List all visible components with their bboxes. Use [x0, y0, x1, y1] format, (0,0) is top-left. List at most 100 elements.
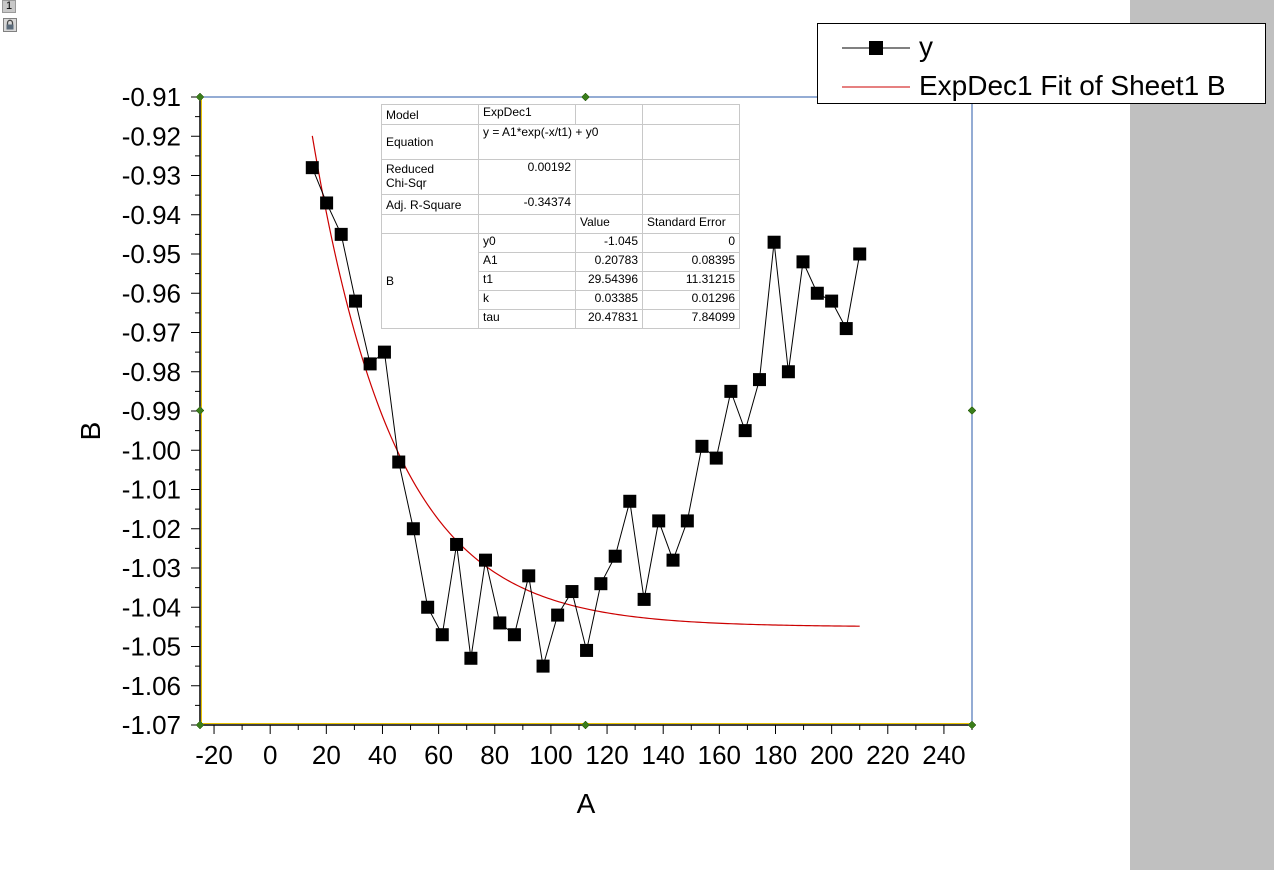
x-tick-label: -20 [195, 740, 233, 770]
y-tick-label: -0.91 [122, 82, 181, 112]
y-tick-label: -1.00 [122, 435, 181, 465]
chart: -20 0 20 40 60 80 100 120 140 160 180 200 220 240 -0.… [75, 82, 977, 819]
resize-handle[interactable] [195, 92, 205, 102]
param-name: y0 [478, 233, 576, 253]
adjr2-value: -0.34374 [478, 194, 576, 215]
selection-handles[interactable] [195, 92, 977, 730]
data-point [709, 451, 723, 465]
data-point [767, 235, 781, 249]
y-tick-label: -0.99 [122, 396, 181, 426]
x-tick-label: 240 [922, 740, 965, 770]
data-point [305, 161, 319, 175]
data-point [738, 424, 752, 438]
param-value: 29.54396 [575, 271, 643, 291]
data-point [839, 322, 853, 336]
chisq-label-line1: Reduced [386, 162, 435, 176]
y-tick-label: -1.06 [122, 671, 181, 701]
param-value: 0.20783 [575, 252, 643, 272]
legend-square-marker [869, 41, 883, 55]
resize-handle[interactable] [581, 720, 590, 730]
x-tick-label: 200 [810, 740, 853, 770]
model-value: ExpDec1 [478, 104, 576, 125]
y-tick-label: -0.94 [122, 200, 181, 230]
data-point [363, 357, 377, 371]
data-point [392, 455, 406, 469]
data-point [680, 514, 694, 528]
param-name: A1 [478, 252, 576, 272]
data-point [507, 628, 521, 642]
y-tick-label: -1.05 [122, 632, 181, 662]
layer-tab[interactable]: 1 [2, 0, 16, 13]
x-tick-label: 180 [754, 740, 797, 770]
y-tick-label: -0.96 [122, 278, 181, 308]
x-tick-label: 60 [424, 740, 453, 770]
resize-handle[interactable] [195, 720, 205, 730]
y-tick-label: -0.95 [122, 239, 181, 269]
param-error: 0.08395 [642, 252, 740, 272]
equation-value: y = A1*exp(-x/t1) + y0 [478, 124, 643, 160]
x-axis-title: A [577, 788, 596, 819]
error-column-header: Standard Error [642, 214, 740, 234]
param-error: 11.31215 [642, 271, 740, 291]
y-tick-label: -1.04 [122, 592, 181, 622]
data-point [421, 600, 435, 614]
data-point [349, 294, 363, 308]
data-point [334, 227, 348, 241]
data-point [637, 592, 651, 606]
data-point [666, 553, 680, 567]
empty-cell [575, 194, 643, 215]
param-name: k [478, 290, 576, 310]
data-point [810, 286, 824, 300]
adjr2-label: Adj. R-Square [381, 194, 479, 215]
data-point [522, 569, 536, 583]
param-error: 0.01296 [642, 290, 740, 310]
x-tick-label: 80 [480, 740, 509, 770]
resize-handle[interactable] [581, 92, 590, 102]
chisq-label-line2: Chi-Sqr [386, 176, 427, 190]
empty-cell [575, 159, 643, 195]
empty-cell [478, 214, 576, 234]
x-tick-label: 120 [585, 740, 628, 770]
x-tick-label: 140 [642, 740, 685, 770]
data-point [320, 196, 334, 210]
param-name: tau [478, 309, 576, 329]
data-point [853, 247, 867, 261]
chisq-value: 0.00192 [478, 159, 576, 195]
y-tick-label: -1.01 [122, 475, 181, 505]
data-point [796, 255, 810, 269]
value-column-header: Value [575, 214, 643, 234]
data-point [464, 651, 478, 665]
empty-cell [642, 194, 740, 215]
data-point [406, 522, 420, 536]
data-point [652, 514, 666, 528]
model-label: Model [381, 104, 479, 125]
x-tick-labels: -20 0 20 40 60 80 100 120 140 160 180 200 220 240 [195, 740, 965, 770]
y-tick-label: -0.98 [122, 357, 181, 387]
data-point [781, 365, 795, 379]
y-tick-labels: -0.91 -0.92 -0.93 -0.94 -0.95 -0.96 -0.97 -0.98… [122, 82, 181, 740]
empty-cell [642, 104, 740, 125]
fit-parameters-table: Model ExpDec1 Equation y = A1*exp(-x/t1)… [381, 104, 740, 329]
empty-cell [642, 124, 740, 160]
legend[interactable]: y ExpDec1 Fit of Sheet1 B [817, 23, 1266, 104]
x-tick-label: 160 [698, 740, 741, 770]
resize-handle[interactable] [967, 406, 977, 415]
y-tick-label: -1.03 [122, 553, 181, 583]
param-value: -1.045 [575, 233, 643, 253]
lock-icon[interactable] [3, 18, 17, 32]
data-point [493, 616, 507, 630]
data-point [565, 585, 579, 599]
resize-handle[interactable] [967, 720, 977, 730]
data-point [608, 549, 622, 563]
legend-symbols [842, 41, 910, 88]
data-point [478, 553, 492, 567]
resize-handle[interactable] [195, 406, 205, 415]
data-point [450, 537, 464, 551]
data-point [594, 577, 608, 591]
side-panel [1130, 0, 1274, 870]
data-point [551, 608, 565, 622]
data-point [536, 659, 550, 673]
y-tick-label: -1.07 [122, 710, 181, 740]
empty-cell [642, 159, 740, 195]
data-point [580, 643, 594, 657]
